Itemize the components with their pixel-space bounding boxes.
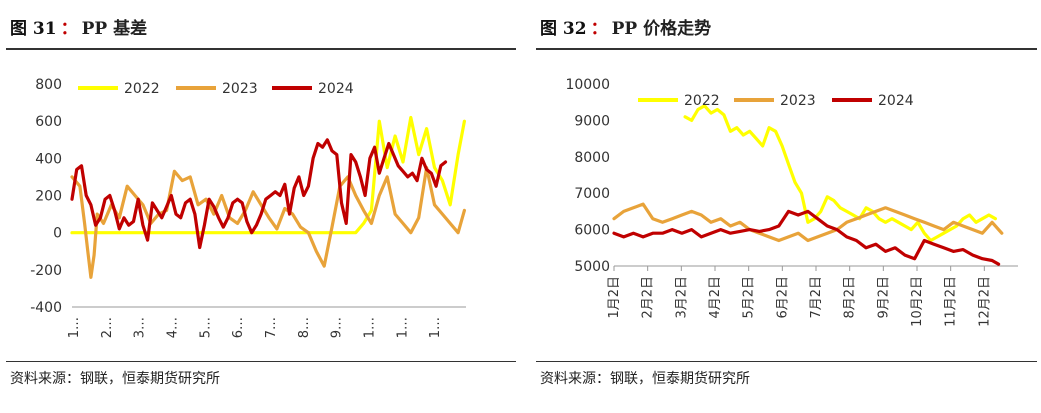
x-tick-label: 11月2日 [944, 276, 959, 327]
x-tick-label: 1… [363, 317, 378, 338]
title-divider [6, 48, 516, 50]
legend-label-2024: 2024 [318, 81, 354, 97]
chart-title: PP 价格走势 [611, 19, 712, 39]
x-tick-label: 1… [428, 317, 443, 338]
x-tick-label: 9月2日 [876, 276, 891, 319]
source-divider [6, 361, 516, 362]
x-tick-label: 9… [330, 317, 345, 338]
y-tick-label: 10000 [565, 77, 610, 93]
source-note: 资料来源：钢联，恒泰期货研究所 [540, 371, 750, 387]
x-tick-label: 5… [198, 317, 213, 338]
title-divider [536, 48, 1037, 50]
x-tick-label: 10月2日 [910, 276, 925, 327]
y-tick-label: 7000 [574, 186, 610, 202]
x-tick-label: 6… [231, 317, 246, 338]
series-line-2022 [70, 115, 466, 235]
y-tick-label: -400 [30, 300, 62, 316]
x-tick-label: 2… [100, 317, 115, 338]
legend-label-2024: 2024 [878, 93, 914, 109]
series-line-2022 [683, 104, 997, 243]
series-line-2023 [612, 202, 1004, 243]
x-tick-label: 6月2日 [775, 276, 790, 319]
y-tick-label: 600 [35, 114, 62, 130]
x-tick-label: 4… [166, 317, 181, 338]
x-tick-label: 8… [297, 317, 312, 338]
y-tick-label: 800 [35, 77, 62, 93]
left-chart-panel: 图 31： PP 基差 800 600 400 200 0 -200 -400 1… 2… 3… 4…… [0, 0, 520, 413]
series-line-2024 [70, 138, 448, 250]
x-tick-label: 3… [133, 317, 148, 338]
x-tick-label: 5月2日 [742, 276, 757, 319]
legend-label-2023: 2023 [222, 81, 258, 97]
y-tick-label: 400 [35, 151, 62, 167]
x-tick-label: 12月2日 [977, 276, 992, 327]
y-tick-label: 200 [35, 189, 62, 205]
basis-line-chart: 800 600 400 200 0 -200 -400 1… 2… 3… 4… 5… 6… 7… 8… 9… 1… [30, 77, 466, 338]
series-line-2023 [70, 165, 466, 279]
x-tick-label: 3月2日 [674, 276, 689, 319]
series-line-2024 [612, 209, 1001, 266]
chart-area: 10000 9000 8000 7000 6000 5000 1月2日 2月2日 3月2日 4月2… [538, 60, 1034, 354]
legend-label-2022: 2022 [124, 81, 160, 97]
y-tick-label: 6000 [574, 223, 610, 239]
x-tick-label: 7月2日 [809, 276, 824, 319]
y-tick-label: -200 [30, 263, 62, 279]
y-tick-label: 5000 [574, 259, 610, 275]
legend-label-2023: 2023 [780, 93, 816, 109]
x-tick-label: 8月2日 [843, 276, 858, 319]
x-tick-label: 2月2日 [641, 276, 656, 319]
y-tick-label: 8000 [574, 150, 610, 166]
x-tick-label: 4月2日 [708, 276, 723, 319]
chart-area: 800 600 400 200 0 -200 -400 1… 2… 3… 4… 5… 6… 7… 8… 9… 1… [8, 60, 474, 354]
title-colon: ： [590, 19, 608, 39]
source-divider [536, 361, 1037, 362]
source-note: 资料来源：钢联，恒泰期货研究所 [10, 371, 220, 387]
chart-title: PP 基差 [81, 19, 148, 39]
x-tick-label: 1… [67, 317, 82, 338]
legend-label-2022: 2022 [684, 93, 720, 109]
y-tick-label: 0 [53, 226, 62, 242]
figure-title: 图 32： PP 价格走势 [540, 14, 1037, 44]
figure-number: 图 32 [540, 19, 587, 39]
x-tick-label: 1… [395, 317, 410, 338]
x-tick-label: 1月2日 [607, 276, 622, 319]
x-tick-label: 7… [264, 317, 279, 338]
title-colon: ： [60, 19, 78, 39]
y-tick-label: 9000 [574, 113, 610, 129]
figure-title: 图 31： PP 基差 [10, 14, 516, 44]
right-chart-panel: 图 32： PP 价格走势 10000 9000 8000 7000 6000 5000 1月… [530, 0, 1041, 413]
figure-number: 图 31 [10, 19, 57, 39]
